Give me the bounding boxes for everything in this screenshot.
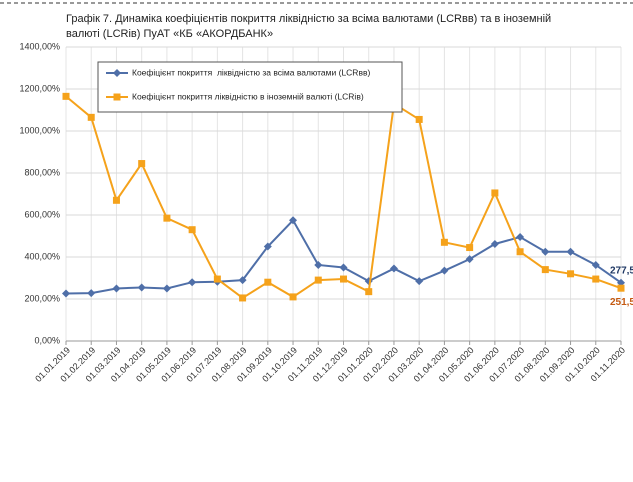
marker [491,189,499,197]
legend-marker [113,69,121,77]
marker [566,247,575,256]
marker [516,233,525,242]
data-label: 251,5 [610,297,633,308]
y-tick-label: 800,00% [24,167,60,177]
y-tick-label: 0,00% [34,335,60,345]
marker [440,266,449,275]
marker [62,289,70,298]
y-tick-label: 1400,00% [19,41,60,51]
marker [188,226,196,234]
marker [289,293,297,301]
marker [213,275,221,283]
legend: Коефіцієнт покриття ліквідністю за всіма… [97,61,403,113]
marker [289,216,298,225]
marker [112,284,121,293]
marker [263,242,272,251]
marker [162,284,171,293]
y-tick-label: 200,00% [24,293,60,303]
y-tick-label: 1200,00% [19,83,60,93]
marker [389,264,398,273]
marker [490,239,499,248]
marker [415,277,424,286]
marker [314,260,323,269]
marker [340,275,347,283]
chart-title: Графік 7. Динаміка коефіцієнтів покриття… [66,13,552,40]
marker [112,196,120,204]
marker [365,288,373,296]
marker [440,238,448,246]
marker [138,160,146,168]
marker [591,260,600,269]
marker [238,276,247,285]
y-tick-label: 1000,00% [19,125,60,135]
marker [364,277,373,286]
marker [137,283,146,292]
y-tick-label: 600,00% [24,209,60,219]
marker [466,244,474,252]
marker [541,266,549,274]
marker [415,115,423,123]
marker [188,278,197,287]
marker [339,263,348,272]
legend-marker [113,93,121,101]
marker [592,275,600,283]
marker [541,247,550,256]
marker [87,113,95,121]
marker [62,92,70,100]
marker [314,276,322,284]
y-tick-label: 400,00% [24,251,60,261]
legend-label: Коефіцієнт покриття ліквідністю в інозем… [132,91,364,101]
marker [87,289,96,298]
marker [617,284,625,292]
marker [516,248,524,256]
marker [567,270,575,278]
marker [264,278,272,286]
legend-label: Коефіцієнт покриття ліквідністю за всіма… [132,67,370,77]
legend-box [97,61,403,113]
data-label: 277,5 [610,265,633,276]
marker [465,255,474,264]
marker [163,214,171,222]
marker [239,294,247,302]
